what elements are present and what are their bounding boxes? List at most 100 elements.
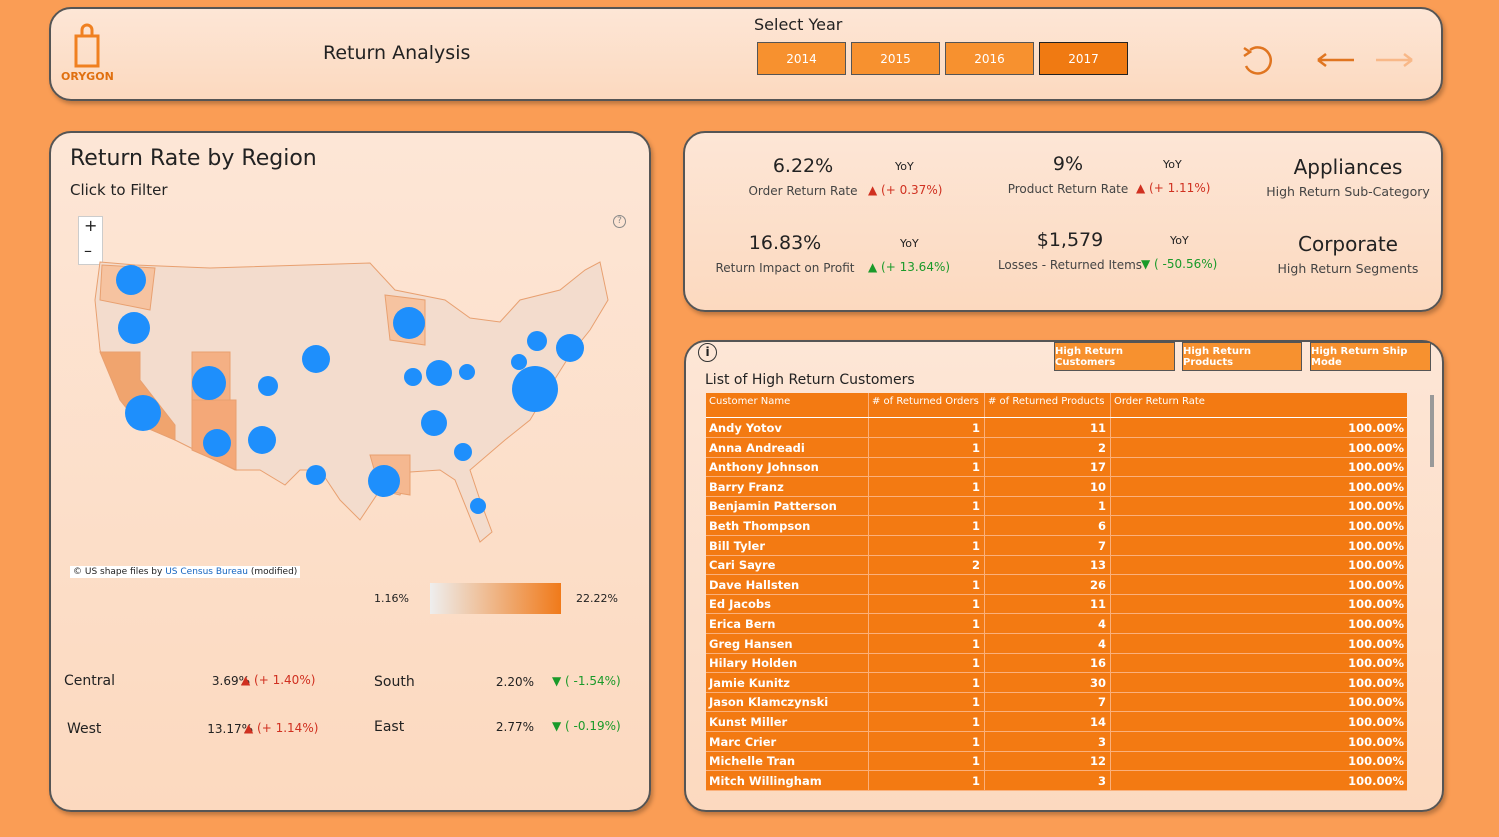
row-divider (706, 711, 1407, 713)
column-header[interactable]: Order Return Rate (1114, 396, 1205, 407)
kpi-change: ▲ (+ 1.11%) (1136, 181, 1211, 195)
tab-button[interactable]: High Return Products (1182, 342, 1302, 371)
table-cell: 100.00% (1348, 460, 1404, 475)
kpi-change: ▲ (+ 0.37%) (868, 183, 943, 197)
table-cell: 1 (971, 734, 980, 749)
zoom-in[interactable]: + (84, 216, 98, 235)
region-rate: 2.20% (495, 675, 534, 689)
table-cell: 6 (1097, 519, 1106, 533)
table-cell: Bill Tyler (709, 538, 765, 553)
row-divider (706, 652, 1407, 654)
kpi-yoy: YoY (895, 160, 914, 173)
table-cell: 1 (971, 538, 980, 553)
kpi-change: ▲ (+ 13.64%) (868, 260, 951, 274)
table-cell: 100.00% (1348, 636, 1404, 651)
map-subtitle: Click to Filter (70, 181, 168, 199)
logo-text: ORYGON (61, 70, 114, 83)
table-cell: 1 (971, 440, 980, 455)
legend-gradient (430, 583, 561, 614)
table-cell: Marc Crier (709, 734, 777, 749)
table-cell: 11 (1089, 597, 1106, 612)
kpi-change: ▼ ( -50.56%) (1141, 257, 1218, 271)
table-cell: Erica Bern (709, 617, 776, 631)
table-cell: 12 (1089, 754, 1106, 769)
row-divider (706, 456, 1407, 458)
zoom-control (78, 216, 103, 265)
row-divider (706, 750, 1407, 752)
row-divider (706, 554, 1407, 556)
table-cell: 1 (971, 695, 980, 710)
table-cell: Cari Sayre (709, 558, 776, 573)
region-change: ▼ ( -0.19%) (552, 719, 621, 733)
table-cell: Beth Thompson (709, 519, 811, 533)
table-cell: 1 (971, 460, 980, 475)
zoom-out[interactable]: – (84, 241, 92, 260)
legend-max: 22.22% (576, 592, 618, 605)
table-cell: 100.00% (1348, 499, 1404, 514)
table-cell: 16 (1089, 656, 1106, 671)
kpi-yoy: YoY (1163, 158, 1182, 171)
year-button[interactable]: 2016 (945, 42, 1034, 75)
region-name: South (374, 674, 415, 690)
table-cell: 17 (1089, 460, 1106, 475)
table-cell: 1 (971, 519, 980, 533)
region-rate: 2.77% (495, 720, 534, 734)
kpi-value: $1,579 (1036, 229, 1104, 251)
back-icon[interactable] (1317, 53, 1354, 67)
info-icon[interactable]: i (698, 343, 717, 362)
table-cell: Greg Hansen (709, 636, 793, 651)
table-cell: Barry Franz (709, 479, 784, 494)
kpi-label: Product Return Rate (1007, 182, 1129, 196)
table-cell: 100.00% (1348, 675, 1404, 690)
legend-min: 1.16% (374, 592, 409, 605)
kpi-yoy: YoY (900, 237, 919, 250)
tab-button[interactable]: High Return Customers (1054, 342, 1175, 371)
table-cell: 100.00% (1348, 558, 1404, 573)
region-name: West (67, 721, 102, 737)
reset-icon[interactable] (1244, 46, 1272, 75)
table-cell: 100.00% (1348, 656, 1404, 671)
table-cell: 4 (1097, 617, 1106, 631)
table-cell: 1 (971, 656, 980, 671)
table-cell: Jason Klamczynski (709, 695, 829, 710)
kpi-yoy: YoY (1170, 234, 1189, 247)
table-cell: 100.00% (1348, 715, 1404, 729)
row-divider (706, 613, 1407, 615)
table-cell: 7 (1097, 695, 1106, 710)
forward-icon[interactable] (1376, 53, 1413, 67)
table-cell: Ed Jacobs (709, 597, 771, 612)
attribution: © US shape files by US Census Bureau (mo… (70, 566, 301, 578)
column-header[interactable]: Customer Name (709, 396, 791, 407)
kpi-label: High Return Sub-Category (1266, 184, 1430, 199)
year-button[interactable]: 2017 (1039, 42, 1128, 75)
region-name: East (374, 719, 405, 735)
table-cell: 1 (971, 617, 980, 631)
year-button[interactable]: 2015 (851, 42, 940, 75)
table-cell: 1 (971, 754, 980, 769)
attribution-link[interactable]: US Census Bureau (165, 567, 248, 577)
attribution-text: © US shape files by (73, 567, 163, 577)
row-divider (706, 770, 1407, 772)
scrollbar[interactable] (1430, 395, 1434, 467)
region-rate: 3.69% (211, 674, 250, 688)
year-button[interactable]: 2014 (757, 42, 846, 75)
table-cell: 1 (971, 636, 980, 651)
column-header[interactable]: # of Returned Orders (872, 396, 979, 407)
table-cell: 26 (1089, 577, 1106, 592)
table-cell: 1 (971, 421, 980, 435)
kpi-value: 6.22% (772, 155, 834, 177)
table-cell: 100.00% (1348, 519, 1404, 533)
row-divider (706, 789, 1407, 791)
column-header[interactable]: # of Returned Products (988, 396, 1105, 407)
help-icon[interactable]: ? (613, 215, 626, 228)
table-cell: 3 (1097, 773, 1106, 788)
table-cell: 100.00% (1348, 440, 1404, 455)
tab-button[interactable]: High Return Ship Mode (1310, 342, 1431, 371)
table-cell: 3 (1097, 734, 1106, 749)
table-cell: 1 (971, 499, 980, 514)
header-divider (706, 417, 1407, 418)
bubbles (116, 265, 584, 514)
